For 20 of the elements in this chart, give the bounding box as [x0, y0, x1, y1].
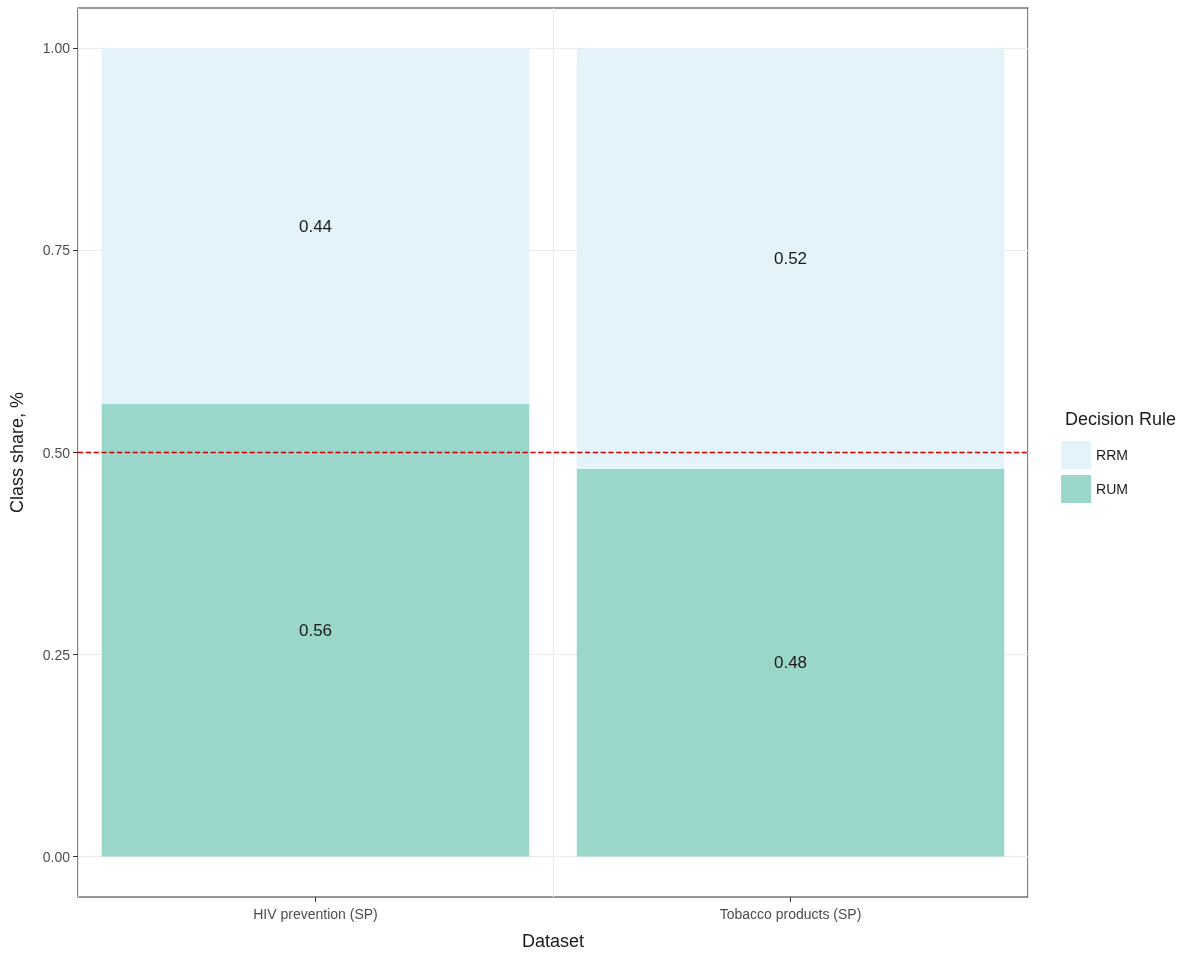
- y-tick-label: 0.25: [42, 646, 71, 663]
- y-tick-label: 0.00: [42, 848, 71, 865]
- x-tick-label: HIV prevention (SP): [253, 906, 378, 922]
- legend-label: RRM: [1096, 447, 1129, 463]
- data-label: 0.52: [773, 249, 808, 269]
- x-axis-title: Dataset: [521, 931, 585, 951]
- y-tick-label: 0.50: [42, 444, 71, 461]
- legend-title: Decision Rule: [1064, 409, 1177, 429]
- bar: [576, 468, 1005, 857]
- bar: [101, 48, 530, 405]
- y-tick-label: 0.75: [42, 242, 71, 259]
- legend-label: RUM: [1096, 481, 1129, 497]
- bar: [576, 48, 1005, 469]
- y-tick-label: 1.00: [42, 40, 71, 57]
- bar: [101, 404, 530, 857]
- data-label: 0.44: [298, 216, 333, 236]
- data-label: 0.56: [298, 620, 333, 640]
- x-tick-label: Tobacco products (SP): [719, 906, 862, 922]
- y-axis-title: Class share, %: [7, 391, 27, 514]
- data-label: 0.48: [773, 653, 808, 673]
